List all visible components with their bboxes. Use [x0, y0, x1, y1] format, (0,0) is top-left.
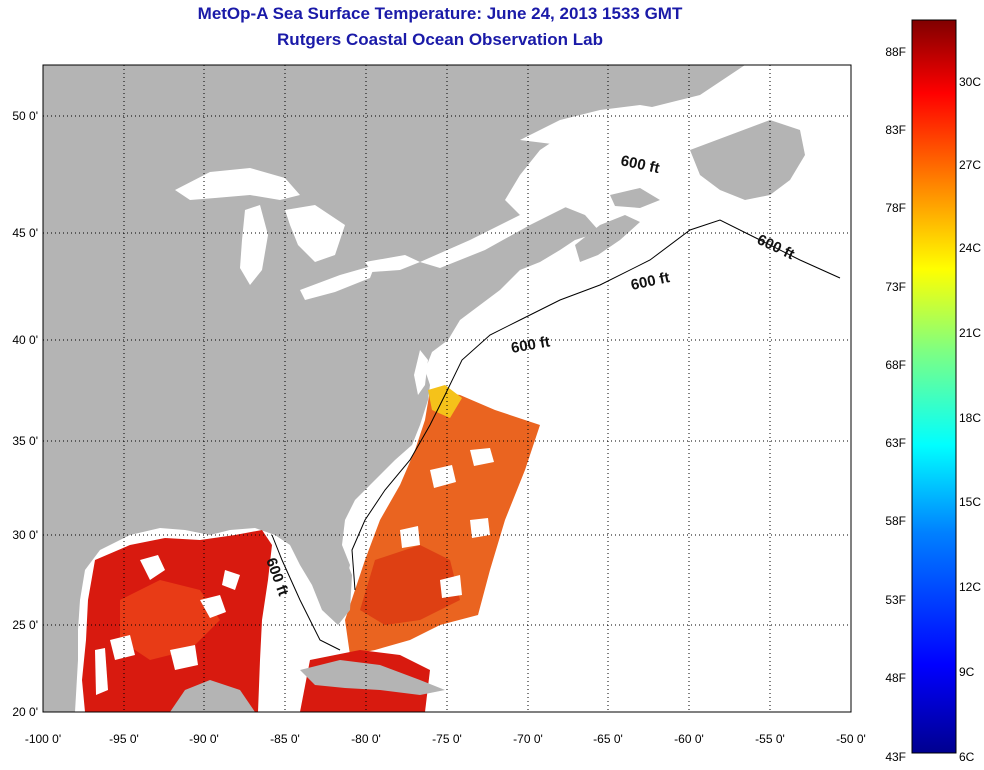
latitude-tick-label: 45 0'	[12, 226, 38, 240]
longitude-tick-label: -65 0'	[593, 732, 623, 746]
latitude-tick-label: 25 0'	[12, 618, 38, 632]
longitude-tick-label: -85 0'	[270, 732, 300, 746]
longitude-tick-label: -50 0'	[836, 732, 866, 746]
map-title: MetOp-A Sea Surface Temperature: June 24…	[197, 4, 683, 23]
colorbar-celsius-label: 9C	[959, 665, 975, 679]
virginia-sst-yellow	[428, 385, 462, 418]
longitude-tick-label: -90 0'	[189, 732, 219, 746]
longitude-ticks: -100 0' -95 0' -90 0' -85 0' -80 0' -75 0' -70…	[25, 732, 866, 746]
map-frame	[42, 64, 852, 713]
colorbar-celsius-label: 27C	[959, 158, 981, 172]
lake-michigan	[240, 205, 268, 285]
colorbar-celsius-labels: 30C 27C 24C 21C 18C 15C 12C 9C 6C	[959, 75, 981, 764]
lake-superior	[175, 168, 300, 200]
depth-label: 600 ft	[510, 333, 552, 357]
st-lawrence	[420, 140, 690, 268]
colorbar-celsius-label: 18C	[959, 411, 981, 425]
cuba-land	[300, 660, 445, 695]
colorbar-fahrenheit-label: 78F	[885, 201, 906, 215]
gulf-cloud-gaps	[95, 555, 240, 695]
depth-contour-600ft	[271, 219, 841, 651]
gulf-sst-light	[120, 580, 220, 660]
latitude-tick-label: 20 0'	[12, 705, 38, 719]
colorbar-fahrenheit-label: 48F	[885, 671, 906, 685]
latitude-tick-label: 40 0'	[12, 333, 38, 347]
longitude-tick-label: -75 0'	[432, 732, 462, 746]
latitude-tick-label: 35 0'	[12, 434, 38, 448]
map-subtitle: Rutgers Coastal Ocean Observation Lab	[277, 30, 603, 49]
map-area	[43, 65, 851, 712]
colorbar-fahrenheit-label: 73F	[885, 280, 906, 294]
colorbar-fahrenheit-label: 88F	[885, 45, 906, 59]
nova-scotia-land	[575, 215, 640, 262]
lake-erie	[300, 265, 375, 300]
atlantic-cloud-gaps	[400, 448, 494, 598]
longitude-tick-label: -70 0'	[513, 732, 543, 746]
newfoundland-land	[690, 120, 805, 200]
atlantic-sst-warm	[360, 545, 460, 625]
graticule	[43, 65, 851, 712]
colorbar-celsius-label: 12C	[959, 580, 981, 594]
lake-ontario	[365, 255, 420, 272]
hudson-bay-water	[520, 105, 670, 145]
florida-land	[290, 545, 352, 625]
north-america-land	[43, 65, 745, 712]
colorbar-celsius-label: 15C	[959, 495, 981, 509]
latitude-tick-label: 30 0'	[12, 528, 38, 542]
colorbar-celsius-label: 6C	[959, 750, 975, 764]
colorbar-fahrenheit-label: 68F	[885, 358, 906, 372]
colorbar-fahrenheit-label: 53F	[885, 593, 906, 607]
yucatan-land	[170, 680, 255, 712]
chesapeake-bay	[414, 350, 428, 395]
colorbar	[911, 19, 957, 754]
colorbar-fahrenheit-label: 58F	[885, 514, 906, 528]
colorbar-celsius-label: 24C	[959, 241, 981, 255]
colorbar-fahrenheit-labels: 88F 83F 78F 73F 68F 63F 58F 53F 48F 43F	[885, 45, 906, 764]
longitude-tick-label: -80 0'	[351, 732, 381, 746]
latitude-tick-label: 50 0'	[12, 109, 38, 123]
longitude-tick-label: -100 0'	[25, 732, 61, 746]
pei-land	[610, 188, 660, 208]
longitude-tick-label: -55 0'	[755, 732, 785, 746]
colorbar-celsius-label: 21C	[959, 326, 981, 340]
longitude-tick-label: -60 0'	[674, 732, 704, 746]
colorbar-celsius-label: 30C	[959, 75, 981, 89]
longitude-tick-label: -95 0'	[109, 732, 139, 746]
latitude-ticks: 20 0' 25 0' 30 0' 35 0' 40 0' 45 0' 50 0'	[12, 109, 38, 719]
colorbar-fahrenheit-label: 43F	[885, 750, 906, 764]
colorbar-fahrenheit-label: 63F	[885, 436, 906, 450]
colorbar-fahrenheit-label: 83F	[885, 123, 906, 137]
